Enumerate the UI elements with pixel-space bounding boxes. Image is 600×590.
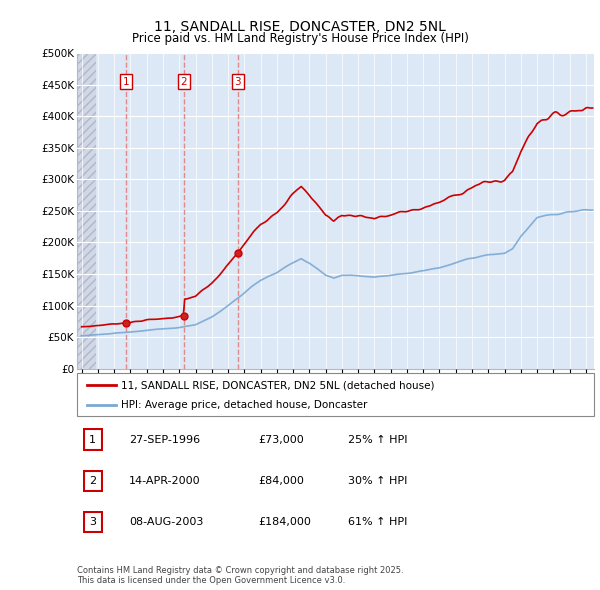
Bar: [77, 53, 97, 369]
Text: £184,000: £184,000: [258, 517, 311, 527]
Text: 2: 2: [89, 476, 96, 486]
Text: 11, SANDALL RISE, DONCASTER, DN2 5NL (detached house): 11, SANDALL RISE, DONCASTER, DN2 5NL (de…: [121, 381, 434, 391]
Text: 14-APR-2000: 14-APR-2000: [129, 476, 200, 486]
Text: 27-SEP-1996: 27-SEP-1996: [129, 435, 200, 444]
Text: 30% ↑ HPI: 30% ↑ HPI: [348, 476, 407, 486]
Text: £84,000: £84,000: [258, 476, 304, 486]
Text: 25% ↑ HPI: 25% ↑ HPI: [348, 435, 407, 444]
Text: Price paid vs. HM Land Registry's House Price Index (HPI): Price paid vs. HM Land Registry's House …: [131, 32, 469, 45]
Text: 1: 1: [89, 435, 96, 444]
Text: 61% ↑ HPI: 61% ↑ HPI: [348, 517, 407, 527]
Text: 11, SANDALL RISE, DONCASTER, DN2 5NL: 11, SANDALL RISE, DONCASTER, DN2 5NL: [154, 20, 446, 34]
Text: £73,000: £73,000: [258, 435, 304, 444]
Text: HPI: Average price, detached house, Doncaster: HPI: Average price, detached house, Donc…: [121, 401, 367, 410]
Text: 1: 1: [123, 77, 130, 87]
Text: Contains HM Land Registry data © Crown copyright and database right 2025.
This d: Contains HM Land Registry data © Crown c…: [77, 566, 403, 585]
Text: 2: 2: [181, 77, 187, 87]
Text: 08-AUG-2003: 08-AUG-2003: [129, 517, 203, 527]
Text: 3: 3: [89, 517, 96, 527]
Text: 3: 3: [235, 77, 241, 87]
